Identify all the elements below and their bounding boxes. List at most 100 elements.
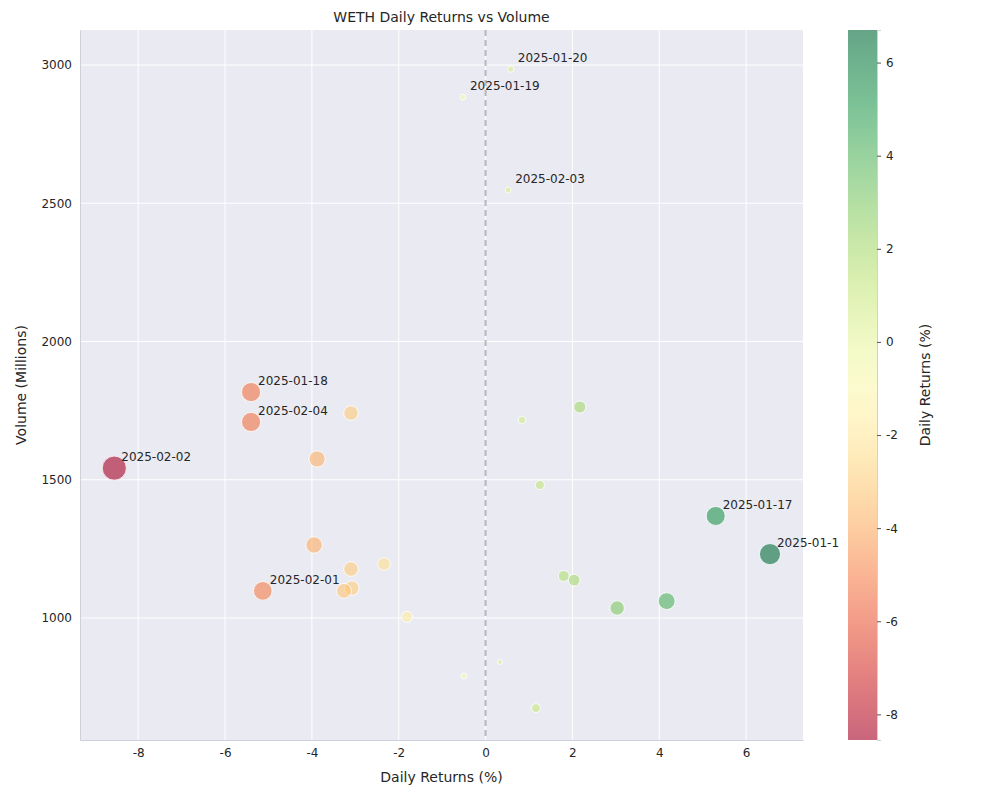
tick: -6: [877, 615, 898, 629]
tick: -8: [133, 740, 145, 760]
tick: 0: [482, 740, 490, 760]
point-label: 2025-01-18: [258, 374, 328, 388]
tick: 2: [877, 242, 894, 256]
grid-line: [138, 30, 139, 740]
tick-mark: [877, 435, 881, 436]
grid-line: [746, 30, 747, 740]
tick: -2: [393, 740, 405, 760]
colorbar-axis: -8 -6 -4 -2 0 2 4 6: [877, 31, 898, 741]
point: [568, 574, 580, 586]
point: [658, 593, 675, 610]
grid-line: [80, 65, 803, 66]
tick-label: 6: [886, 56, 894, 70]
tick-label: -2: [886, 428, 898, 442]
point: [344, 562, 359, 577]
chart: -8 -6 -4 -2 0 2 4 6 1000 1500 2000 2500 3000 2025-01-…: [0, 0, 1000, 800]
x-axis: -8 -6 -4 -2 0 2 4 6: [81, 740, 804, 760]
tick-label: -8: [886, 708, 898, 722]
point: [505, 187, 511, 193]
colorbar: [848, 30, 877, 740]
annotations: 2025-01-20 2025-01-19 2025-02-03 2025-01-18…: [121, 51, 839, 587]
tick-label: 4: [886, 149, 894, 163]
tick-label: 3000: [41, 58, 72, 72]
tick-label: 2000: [41, 335, 72, 349]
tick-label: 4: [656, 746, 664, 760]
tick-label: -2: [393, 746, 405, 760]
tick-mark: [877, 342, 881, 343]
point-label: 2025-02-03: [515, 172, 585, 186]
grid-line: [80, 203, 803, 204]
y-axis: 1000 1500 2000 2500 3000: [41, 31, 80, 741]
tick-label: 0: [482, 746, 490, 760]
point: [461, 673, 467, 679]
tick-label: 1000: [41, 611, 72, 625]
tick: 1500: [41, 473, 80, 487]
tick-label: 0: [886, 335, 894, 349]
grid-line: [572, 30, 573, 740]
tick-label: -6: [220, 746, 232, 760]
tick-label: -8: [133, 746, 145, 760]
tick: 4: [656, 740, 664, 760]
grid: [80, 30, 803, 740]
tick: 6: [877, 56, 894, 70]
point: [460, 94, 466, 100]
point: [558, 570, 569, 581]
tick-label: -6: [886, 615, 898, 629]
tick-label: 2500: [41, 197, 72, 211]
tick: 3000: [41, 58, 80, 72]
grid-line: [225, 30, 226, 740]
grid-line: [398, 30, 399, 740]
tick-mark: [877, 156, 881, 157]
tick-label: 1500: [41, 473, 72, 487]
tick: 2000: [41, 335, 80, 349]
point-label: 2025-01-20: [518, 51, 588, 65]
point: [378, 558, 391, 571]
tick: -4: [306, 740, 318, 760]
tick: -8: [877, 708, 898, 722]
grid-line: [80, 617, 803, 618]
colorbar-title: Daily Returns (%): [917, 324, 933, 446]
tick: 2: [569, 740, 577, 760]
tick: 4: [877, 149, 894, 163]
point: [610, 601, 624, 615]
title: WETH Daily Returns vs Volume: [333, 9, 549, 25]
tick-mark: [877, 714, 881, 715]
tick: -4: [877, 522, 898, 536]
point: [497, 659, 502, 664]
point: [344, 406, 359, 421]
point: [306, 537, 322, 553]
point: [401, 611, 412, 622]
axis-line: [81, 740, 804, 741]
grid-line: [80, 479, 803, 480]
axis-line: [80, 31, 81, 741]
point: [518, 416, 526, 424]
point: [574, 401, 586, 413]
zero-line: [485, 30, 487, 740]
x-axis-title: Daily Returns (%): [380, 769, 502, 785]
plot-area: [102, 30, 780, 740]
point: [535, 480, 544, 489]
point-label: 2025-01-19: [470, 79, 540, 93]
grid-line: [485, 30, 486, 740]
point: [508, 66, 514, 72]
tick-label: 2: [886, 242, 894, 256]
point: [309, 451, 325, 467]
tick-label: -4: [306, 746, 318, 760]
axis-line: [878, 31, 882, 741]
tick-mark: [877, 249, 881, 250]
tick-mark: [877, 621, 881, 622]
tick: 0: [877, 335, 894, 349]
point: [532, 704, 541, 713]
point-label: 2025-01-17: [723, 498, 793, 512]
point-label: 2025-02-01: [270, 573, 340, 587]
tick-mark: [877, 63, 881, 64]
tick: 2500: [41, 197, 80, 211]
tick-label: -4: [886, 522, 898, 536]
grid-line: [80, 341, 803, 342]
y-axis-title: Volume (Millions): [13, 325, 29, 445]
point-label: 2025-02-02: [121, 450, 191, 464]
grid-line: [659, 30, 660, 740]
point-label: 2025-01-1: [777, 536, 839, 550]
tick: -2: [877, 428, 898, 442]
tick: 6: [743, 740, 751, 760]
